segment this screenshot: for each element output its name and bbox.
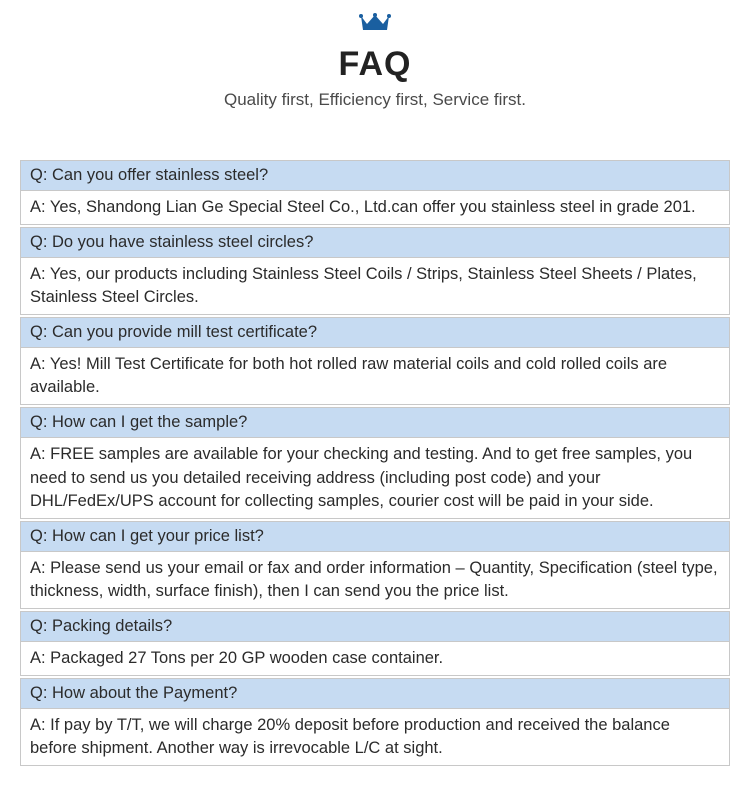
faq-item: Q: How can I get the sample? A: FREE sam…: [20, 407, 730, 518]
faq-answer: A: FREE samples are available for your c…: [21, 437, 729, 517]
faq-question: Q: How can I get the sample?: [21, 408, 729, 437]
faq-answer: A: Yes, Shandong Lian Ge Special Steel C…: [21, 190, 729, 224]
faq-item: Q: Can you offer stainless steel? A: Yes…: [20, 160, 730, 225]
faq-question: Q: Can you offer stainless steel?: [21, 161, 729, 190]
faq-question: Q: Can you provide mill test certificate…: [21, 318, 729, 347]
faq-answer: A: Yes, our products including Stainless…: [21, 257, 729, 314]
page-title: FAQ: [0, 45, 750, 84]
faq-question: Q: Do you have stainless steel circles?: [21, 228, 729, 257]
faq-item: Q: Do you have stainless steel circles? …: [20, 227, 730, 315]
faq-item: Q: How can I get your price list? A: Ple…: [20, 521, 730, 609]
faq-answer: A: Packaged 27 Tons per 20 GP wooden cas…: [21, 641, 729, 675]
faq-question: Q: Packing details?: [21, 612, 729, 641]
faq-answer: A: Yes! Mill Test Certificate for both h…: [21, 347, 729, 404]
page-subtitle: Quality first, Efficiency first, Service…: [0, 90, 750, 110]
faq-answer: A: If pay by T/T, we will charge 20% dep…: [21, 708, 729, 765]
header: FAQ Quality first, Efficiency first, Ser…: [0, 0, 750, 160]
faq-item: Q: Can you provide mill test certificate…: [20, 317, 730, 405]
faq-list: Q: Can you offer stainless steel? A: Yes…: [0, 160, 750, 788]
crown-icon: [358, 12, 392, 39]
faq-item: Q: Packing details? A: Packaged 27 Tons …: [20, 611, 730, 676]
faq-answer: A: Please send us your email or fax and …: [21, 551, 729, 608]
faq-question: Q: How can I get your price list?: [21, 522, 729, 551]
faq-item: Q: How about the Payment? A: If pay by T…: [20, 678, 730, 766]
faq-question: Q: How about the Payment?: [21, 679, 729, 708]
